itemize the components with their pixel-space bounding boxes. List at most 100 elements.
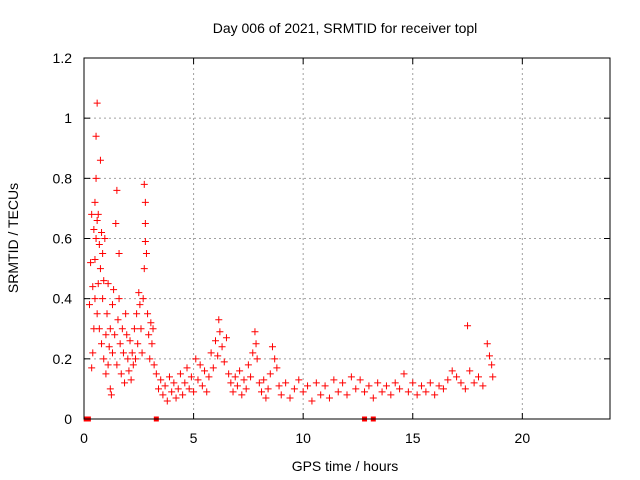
data-point (152, 370, 160, 378)
data-point (123, 331, 131, 339)
data-point (161, 382, 169, 390)
data-point (369, 394, 377, 402)
data-point (444, 376, 452, 384)
data-point (233, 382, 241, 390)
data-series (85, 99, 497, 405)
data-point (92, 174, 100, 182)
data-point (124, 355, 132, 363)
data-point (461, 385, 469, 393)
data-point (93, 99, 101, 107)
data-point (273, 364, 281, 372)
data-point (105, 343, 113, 351)
data-point (431, 391, 439, 399)
data-point (159, 391, 167, 399)
data-point (138, 349, 146, 357)
data-point (258, 388, 266, 396)
data-point (244, 361, 252, 369)
data-point (240, 376, 248, 384)
data-point (170, 379, 178, 387)
data-point (122, 310, 130, 318)
data-point (127, 376, 135, 384)
data-point (196, 361, 204, 369)
data-point (165, 373, 173, 381)
data-point (343, 391, 351, 399)
data-point (247, 373, 255, 381)
data-point (378, 388, 386, 396)
data-point (104, 361, 112, 369)
data-point (262, 394, 270, 402)
plot-frame (83, 57, 611, 420)
data-point (94, 280, 102, 288)
data-point (113, 361, 121, 369)
data-point (98, 340, 106, 348)
data-point (96, 156, 104, 164)
data-point (95, 325, 103, 333)
data-point (126, 337, 134, 345)
data-point (192, 355, 200, 363)
y-tick-label: 0.2 (53, 351, 73, 367)
data-point (107, 391, 115, 399)
data-point (147, 319, 155, 327)
data-point (155, 385, 163, 393)
data-point (163, 397, 171, 405)
data-point (396, 385, 404, 393)
data-point (238, 391, 246, 399)
data-point (102, 331, 110, 339)
data-point (304, 382, 312, 390)
data-point (227, 379, 235, 387)
data-point (108, 349, 116, 357)
data-point (145, 331, 153, 339)
data-point (308, 397, 316, 405)
data-point (141, 238, 149, 246)
x-tick-label: 0 (80, 430, 88, 446)
data-point (295, 376, 303, 384)
data-point (365, 382, 373, 390)
data-point (249, 349, 257, 357)
data-point (209, 364, 217, 372)
data-point (93, 310, 101, 318)
data-point (87, 259, 95, 267)
data-point (91, 295, 99, 303)
y-tick-label: 1 (64, 110, 72, 126)
data-point (225, 370, 233, 378)
data-point (339, 379, 347, 387)
data-point (391, 379, 399, 387)
data-point (149, 325, 157, 333)
data-point (110, 286, 118, 294)
data-point (146, 355, 154, 363)
data-point (136, 301, 144, 309)
data-point (137, 325, 145, 333)
chart-title: Day 006 of 2021, SRMTID for receiver top… (213, 20, 478, 36)
data-point (347, 373, 355, 381)
data-point (117, 370, 125, 378)
data-point (103, 310, 111, 318)
data-point (92, 132, 100, 140)
data-point (489, 373, 497, 381)
data-point (485, 352, 493, 360)
x-axis-label: GPS time / hours (292, 458, 399, 474)
data-point (112, 219, 120, 227)
y-axis-label: SRMTID / TECUs (5, 183, 21, 293)
data-point (271, 355, 279, 363)
data-point (121, 379, 129, 387)
data-point (115, 250, 123, 258)
data-point (99, 250, 107, 258)
data-point (93, 216, 101, 224)
x-tick-label: 20 (515, 430, 531, 446)
data-point (85, 301, 93, 309)
data-point (264, 385, 272, 393)
data-point (132, 355, 140, 363)
data-point (106, 325, 114, 333)
data-point (242, 385, 250, 393)
data-point (108, 301, 116, 309)
data-point (286, 394, 294, 402)
data-point (268, 343, 276, 351)
data-point (183, 364, 191, 372)
data-point (205, 373, 213, 381)
data-point (330, 376, 338, 384)
data-point (334, 388, 342, 396)
data-point (95, 241, 103, 249)
data-point (125, 367, 133, 375)
data-point (114, 316, 122, 324)
